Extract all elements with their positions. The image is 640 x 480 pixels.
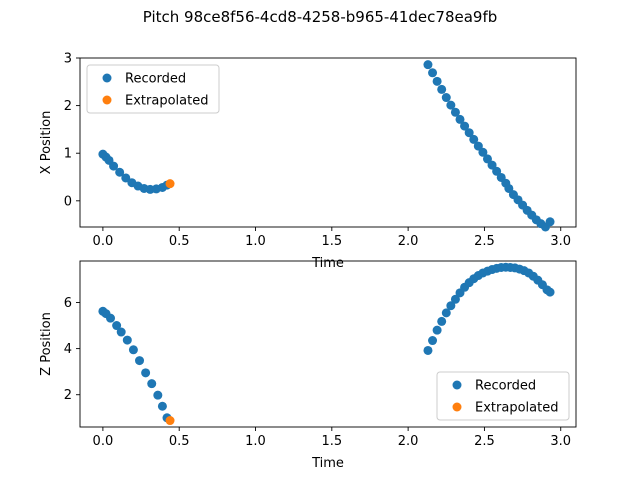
x-axis-label: Time <box>311 456 344 471</box>
axes-frame <box>79 57 577 228</box>
legend-marker-recorded <box>102 73 112 83</box>
legend-label-extrapolated: Extrapolated <box>125 94 208 109</box>
data-point-recorded <box>446 301 456 311</box>
data-point-recorded <box>432 325 442 335</box>
data-point-recorded <box>432 76 442 86</box>
data-point-recorded <box>482 154 492 164</box>
data-point-recorded <box>464 128 474 138</box>
data-point-recorded <box>121 173 131 183</box>
y-tick-label: 1 <box>64 147 72 162</box>
x-tick-label: 0.5 <box>169 234 190 249</box>
x-tick-label: 1.0 <box>245 434 266 449</box>
y-tick-label: 2 <box>64 99 72 114</box>
data-point-recorded <box>478 147 488 157</box>
data-point-recorded <box>157 401 167 411</box>
data-point-recorded <box>135 356 145 366</box>
data-point-extrapolated <box>165 416 175 426</box>
data-point-recorded <box>545 287 555 297</box>
axes-frame <box>79 260 577 428</box>
y-axis-label: X Position <box>39 111 54 175</box>
data-point-recorded <box>545 217 555 227</box>
data-point-recorded <box>116 327 126 337</box>
data-point-recorded <box>441 93 451 103</box>
data-point-recorded <box>492 166 502 176</box>
data-point-recorded <box>112 321 122 331</box>
data-point-recorded <box>423 60 433 70</box>
legend-box <box>436 371 570 421</box>
x-tick-label: 1.5 <box>321 434 342 449</box>
x-tick-label: 3.0 <box>550 434 571 449</box>
data-point-recorded <box>428 336 438 346</box>
data-point-recorded <box>428 68 438 78</box>
x-tick-label: 2.0 <box>398 434 419 449</box>
data-point-recorded <box>469 134 479 144</box>
data-point-recorded <box>128 345 138 355</box>
data-point-recorded <box>153 390 163 400</box>
y-tick-label: 6 <box>64 296 72 311</box>
legend-label-recorded: Recorded <box>475 379 536 394</box>
legend-box <box>86 64 220 114</box>
y-tick-label: 0 <box>64 194 72 209</box>
x-tick-label: 1.0 <box>245 234 266 249</box>
legend-marker-extrapolated <box>452 402 462 412</box>
data-point-recorded <box>147 379 157 389</box>
x-tick-label: 0.0 <box>93 234 114 249</box>
x-tick-label: 1.5 <box>321 234 342 249</box>
x-tick-label: 2.5 <box>474 434 495 449</box>
legend-marker-recorded <box>452 380 462 390</box>
data-point-recorded <box>450 107 460 117</box>
data-point-recorded <box>450 294 460 304</box>
y-tick-label: 3 <box>64 52 72 67</box>
data-point-recorded <box>441 308 451 318</box>
x-tick-label: 3.0 <box>550 234 571 249</box>
legend: Recorded Extrapolated <box>86 64 220 114</box>
data-point-recorded <box>473 141 483 151</box>
x-tick-label: 2.5 <box>474 234 495 249</box>
data-point-recorded <box>423 345 433 355</box>
x-tick-label: 0.0 <box>93 434 114 449</box>
legend-label-extrapolated: Extrapolated <box>475 401 558 416</box>
data-point-recorded <box>115 167 125 177</box>
legend: Recorded Extrapolated <box>436 371 570 421</box>
data-point-recorded <box>487 160 497 170</box>
data-point-recorded <box>109 161 119 171</box>
chart-title: Pitch 98ce8f56-4cd8-4258-b965-41dec78ea9… <box>143 8 498 26</box>
data-point-recorded <box>122 335 132 345</box>
data-point-recorded <box>455 114 465 124</box>
y-axis-label: Z Position <box>39 312 54 376</box>
y-tick-label: 4 <box>64 342 72 357</box>
data-point-recorded <box>437 316 447 326</box>
z-position-panel: 0.0 0.5 1.0 1.5 2.0 2.5 3.0 2 4 6 Time Z Position Re… <box>39 260 577 471</box>
data-point-recorded <box>106 313 116 323</box>
y-tick-label: 2 <box>64 388 72 403</box>
x-tick-label: 0.5 <box>169 434 190 449</box>
x-tick-label: 2.0 <box>398 234 419 249</box>
data-point-recorded <box>446 100 456 110</box>
data-point-recorded <box>141 368 151 378</box>
legend-label-recorded: Recorded <box>125 72 186 87</box>
data-point-extrapolated <box>165 179 175 189</box>
data-point-recorded <box>437 84 447 94</box>
x-position-panel: 0.0 0.5 1.0 1.5 2.0 2.5 3.0 0 1 2 3 Time X Position R… <box>39 52 577 271</box>
data-point-recorded <box>460 121 470 131</box>
x-axis-label: Time <box>311 256 344 271</box>
legend-marker-extrapolated <box>102 95 112 105</box>
data-point-recorded <box>504 183 514 193</box>
